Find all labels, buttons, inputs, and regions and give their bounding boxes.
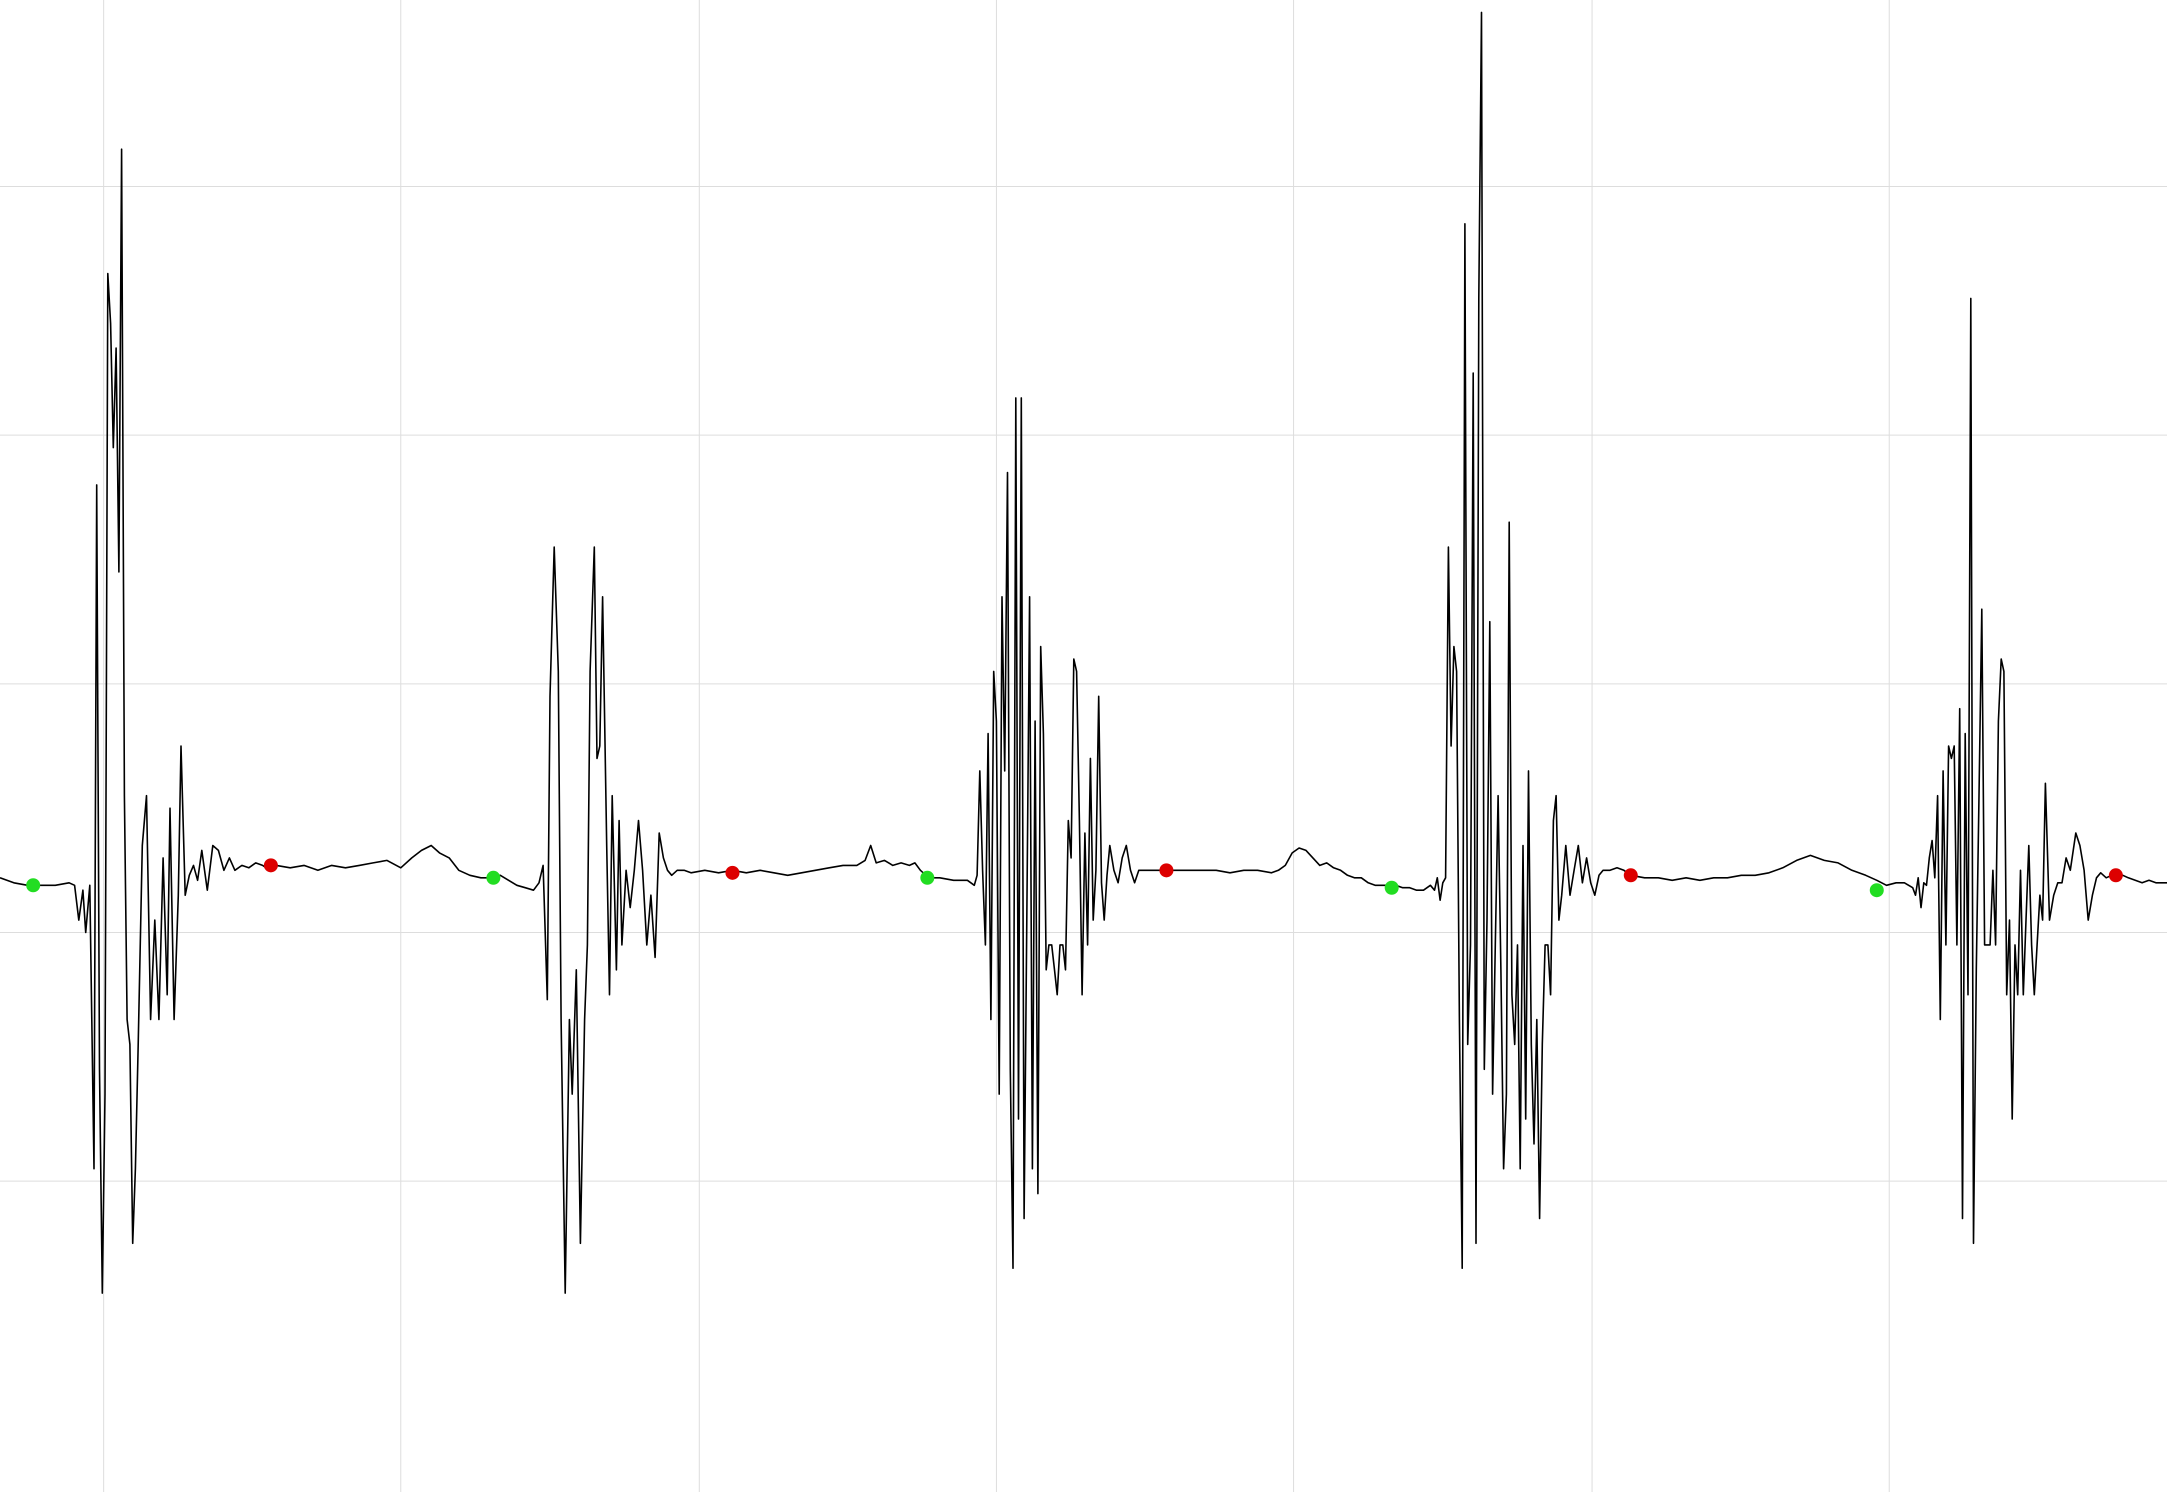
vertical-gridlines [103, 0, 1890, 1492]
offset-marker-2 [1159, 863, 1174, 878]
onset-marker-1 [486, 870, 501, 885]
horizontal-gridlines [0, 186, 2167, 1182]
offset-marker-4 [2108, 868, 2123, 883]
marker-layer [26, 858, 2123, 898]
offset-marker-0 [263, 858, 278, 873]
signal-series-line-0 [0, 11, 2167, 1294]
offset-marker-3 [1623, 868, 1638, 883]
offset-marker-1 [725, 865, 740, 880]
onset-marker-2 [920, 870, 935, 885]
onset-marker-4 [1869, 883, 1884, 898]
onset-marker-3 [1384, 880, 1399, 895]
series-layer [0, 11, 2167, 1294]
onset-marker-0 [26, 878, 41, 893]
